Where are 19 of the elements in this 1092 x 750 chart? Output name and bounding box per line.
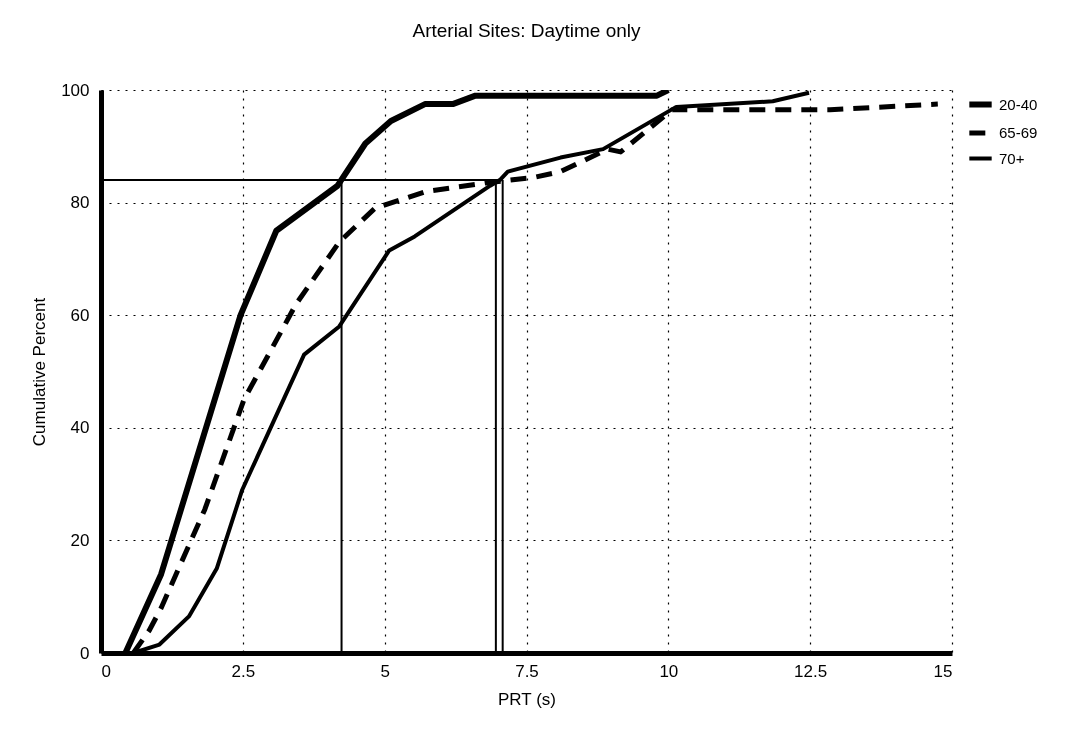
x-tick-label: 7.5 — [515, 661, 539, 681]
legend-label: 70+ — [999, 149, 1025, 167]
y-tick-label: 100 — [61, 80, 90, 100]
y-tick-label: 40 — [70, 418, 90, 438]
y-tick-label: 0 — [80, 643, 90, 663]
x-tick-label: 5 — [380, 661, 390, 681]
chart-title: Arterial Sites: Daytime only — [412, 20, 642, 41]
y-tick-label: 20 — [70, 530, 90, 550]
legend-label: 65-69 — [999, 124, 1038, 141]
x-tick-label: 0 — [101, 661, 111, 681]
y-tick-label: 80 — [70, 193, 90, 213]
x-tick-label: 15 — [933, 661, 953, 681]
y-tick-label: 60 — [70, 305, 90, 325]
x-tick-label: 10 — [659, 661, 679, 681]
x-axis-title: PRT (s) — [498, 689, 556, 709]
y-axis-title: Cumulative Percent — [30, 297, 50, 447]
x-tick-label: 12.5 — [794, 661, 828, 681]
x-tick-label: 2.5 — [231, 661, 256, 681]
legend-label: 20-40 — [999, 95, 1038, 113]
